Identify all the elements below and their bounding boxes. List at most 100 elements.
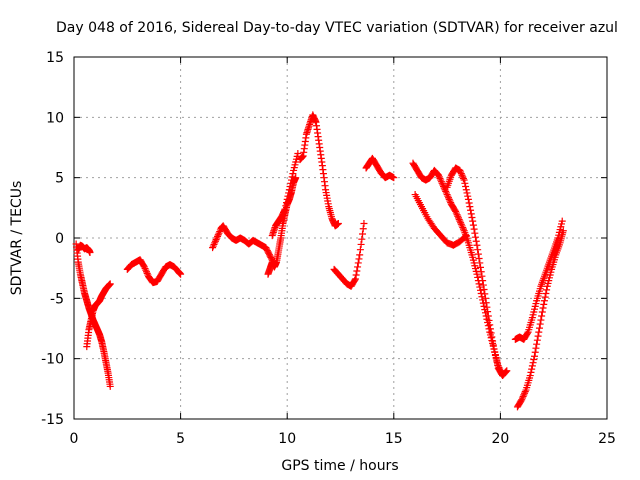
series-trace-10 <box>362 154 398 182</box>
data-point <box>531 348 539 356</box>
data-point <box>216 228 224 236</box>
data-point <box>355 255 363 263</box>
data-point <box>476 283 484 291</box>
data-point <box>484 308 492 316</box>
series-trace-8 <box>296 111 342 230</box>
data-point <box>472 237 480 245</box>
data-point <box>474 250 482 258</box>
y-tick-label: -15 <box>41 412 64 428</box>
data-point <box>438 179 446 187</box>
data-point <box>457 170 465 178</box>
data-point <box>479 281 487 289</box>
data-point <box>490 345 498 353</box>
data-point <box>540 297 548 305</box>
data-point <box>474 273 482 281</box>
data-point <box>537 316 545 324</box>
data-point <box>281 205 289 213</box>
series-trace-13 <box>443 164 507 380</box>
x-tick-label: 0 <box>70 431 79 447</box>
data-point <box>444 192 452 200</box>
data-point <box>475 280 483 288</box>
data-point <box>498 370 506 378</box>
data-point <box>212 236 220 244</box>
data-point <box>466 203 474 211</box>
data-point <box>499 372 507 380</box>
y-tick-label: 10 <box>46 110 64 126</box>
data-point <box>481 290 489 298</box>
data-point <box>459 225 467 233</box>
data-point <box>477 268 485 276</box>
data-point <box>486 325 494 333</box>
data-point <box>462 183 470 191</box>
data-point <box>535 324 543 332</box>
data-point <box>530 355 538 363</box>
data-point <box>473 270 481 278</box>
data-point <box>455 215 463 223</box>
data-point <box>494 361 502 369</box>
data-point <box>480 285 488 293</box>
series-trace-3 <box>83 280 114 351</box>
data-point <box>528 365 536 373</box>
data-point <box>469 221 477 229</box>
data-point <box>140 263 148 271</box>
data-point <box>491 348 499 356</box>
data-point <box>477 286 485 294</box>
data-point <box>283 195 291 203</box>
data-point <box>282 202 290 210</box>
grid-layer <box>74 57 607 419</box>
data-point <box>353 267 361 275</box>
data-point <box>287 179 295 187</box>
series-trace-7 <box>268 150 302 240</box>
data-point <box>521 389 529 397</box>
data-point <box>215 229 223 237</box>
data-point <box>452 207 460 215</box>
data-point <box>474 246 482 254</box>
data-point <box>352 271 360 279</box>
data-point <box>288 173 296 181</box>
data-point <box>529 359 537 367</box>
data-point <box>435 173 443 181</box>
y-tick-label: -10 <box>41 352 64 368</box>
data-point <box>532 344 540 352</box>
data-point <box>534 332 542 340</box>
data-point <box>284 192 292 200</box>
y-tick-label: -5 <box>50 291 64 307</box>
data-point <box>209 244 217 252</box>
data-point <box>493 358 501 366</box>
data-point <box>440 183 448 191</box>
data-point <box>453 211 461 219</box>
data-point <box>442 189 450 197</box>
data-point <box>282 199 290 207</box>
data-point <box>519 392 527 400</box>
series-trace-4 <box>123 256 185 287</box>
data-point <box>540 300 548 308</box>
data-point <box>488 333 496 341</box>
series-trace-2 <box>74 241 94 256</box>
data-point <box>559 227 567 235</box>
data-point <box>294 150 302 158</box>
marks-layer <box>72 111 567 411</box>
data-point <box>531 352 539 360</box>
data-point <box>457 219 465 227</box>
data-point <box>351 275 359 283</box>
x-tick-label: 25 <box>598 431 616 447</box>
data-point <box>177 270 185 278</box>
series-trace-5 <box>209 222 278 269</box>
data-point <box>445 195 453 203</box>
series-trace-6 <box>264 174 300 278</box>
data-point <box>437 176 445 184</box>
data-point <box>354 259 362 267</box>
data-point <box>211 237 219 245</box>
data-point <box>533 336 541 344</box>
data-point <box>476 259 484 267</box>
data-point <box>527 368 535 376</box>
data-point <box>443 191 451 199</box>
data-point <box>526 372 534 380</box>
chart-title: Day 048 of 2016, Sidereal Day-to-day VTE… <box>56 20 618 36</box>
series-trace-9 <box>330 220 368 290</box>
data-point <box>543 286 551 294</box>
data-point <box>520 391 528 399</box>
data-point <box>214 231 222 239</box>
data-point <box>489 337 497 345</box>
